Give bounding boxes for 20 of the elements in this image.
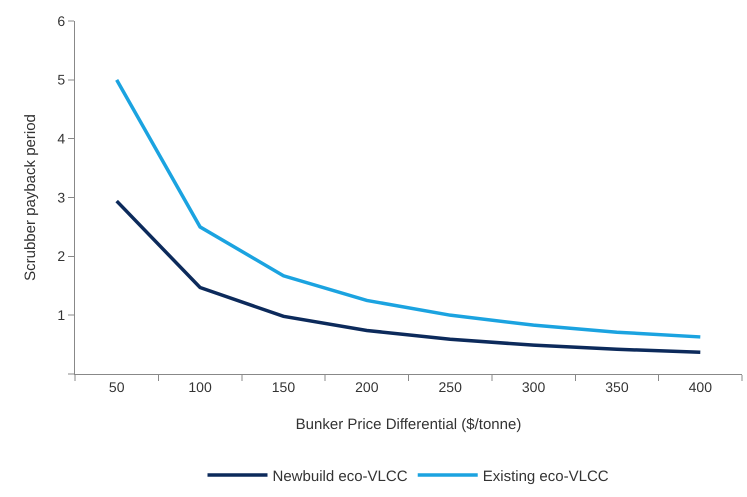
x-tick-label: 400 [688,378,712,395]
y-axis-title: Scrubber payback period [22,114,39,281]
y-tick-label: 6 [57,12,66,29]
y-tick-label: 5 [57,72,66,88]
x-axis-title: Bunker Price Differential ($/tonne) [296,416,522,433]
y-tick-label: 1 [57,307,66,324]
x-tick-label: 150 [272,378,296,395]
y-tick-label: 4 [57,130,66,147]
legend-label: Existing eco-VLCC [482,468,609,485]
line-series [114,199,702,354]
y-tick-label: 3 [57,189,66,206]
line-series [114,78,702,339]
x-tick-label: 200 [355,378,379,395]
y-tick-label: 2 [57,248,66,264]
x-tick-label: 350 [605,378,629,395]
x-tick-label: 300 [522,378,546,395]
x-tick-label: 100 [188,378,212,395]
legend-label: Newbuild eco-VLCC [272,468,408,485]
x-tick-label: 250 [438,378,462,395]
x-tick-label: 50 [108,378,125,395]
